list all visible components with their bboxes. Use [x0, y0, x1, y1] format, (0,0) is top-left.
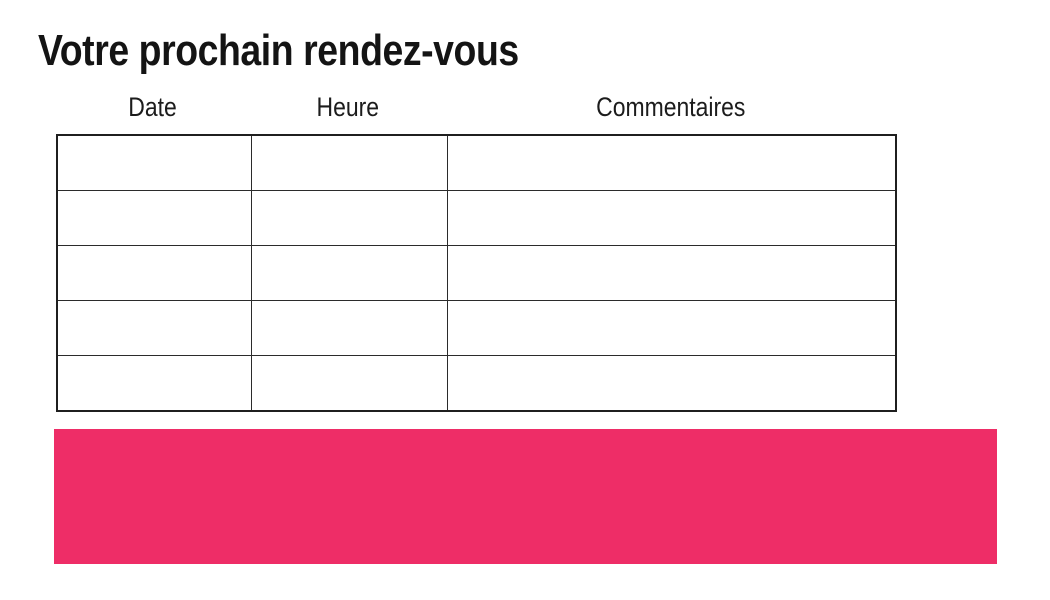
appointments-table	[56, 134, 897, 412]
table-cell-commentaires	[446, 245, 897, 301]
table-cell-date	[56, 190, 252, 246]
table-row	[56, 190, 897, 246]
column-header-heure-label: Heure	[316, 92, 380, 122]
column-header-date-label: Date	[128, 92, 178, 122]
table-cell-commentaires	[446, 134, 897, 191]
table-cell-heure	[250, 190, 448, 246]
table-cell-commentaires	[446, 355, 897, 412]
table-row	[56, 355, 897, 412]
table-cell-commentaires	[446, 300, 897, 356]
table-row	[56, 245, 897, 301]
table-cell-date	[56, 134, 252, 191]
column-header-commentaires: Commentaires	[446, 92, 895, 123]
table-cell-heure	[250, 245, 448, 301]
table-cell-commentaires	[446, 190, 897, 246]
column-header-heure: Heure	[250, 92, 446, 123]
column-header-date: Date	[56, 92, 250, 123]
table-cell-heure	[250, 300, 448, 356]
table-cell-heure	[250, 355, 448, 412]
table-row	[56, 134, 897, 191]
accent-banner	[54, 429, 997, 564]
table-cell-date	[56, 355, 252, 412]
table-row	[56, 300, 897, 356]
table-cell-heure	[250, 134, 448, 191]
table-column-headers: Date Heure Commentaires	[56, 92, 895, 123]
column-header-commentaires-label: Commentaires	[595, 92, 746, 122]
page-title: Votre prochain rendez-vous	[38, 26, 519, 75]
table-cell-date	[56, 245, 252, 301]
table-cell-date	[56, 300, 252, 356]
